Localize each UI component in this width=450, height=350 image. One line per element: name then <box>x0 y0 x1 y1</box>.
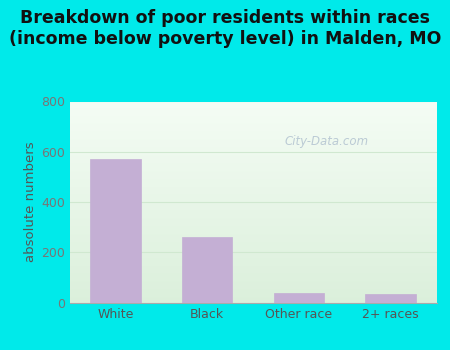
Bar <box>182 237 233 303</box>
Bar <box>274 293 324 303</box>
Bar <box>365 294 416 303</box>
Text: Breakdown of poor residents within races
(income below poverty level) in Malden,: Breakdown of poor residents within races… <box>9 9 441 48</box>
Y-axis label: absolute numbers: absolute numbers <box>24 142 37 262</box>
Text: City-Data.com: City-Data.com <box>284 135 369 148</box>
Bar <box>90 159 141 303</box>
